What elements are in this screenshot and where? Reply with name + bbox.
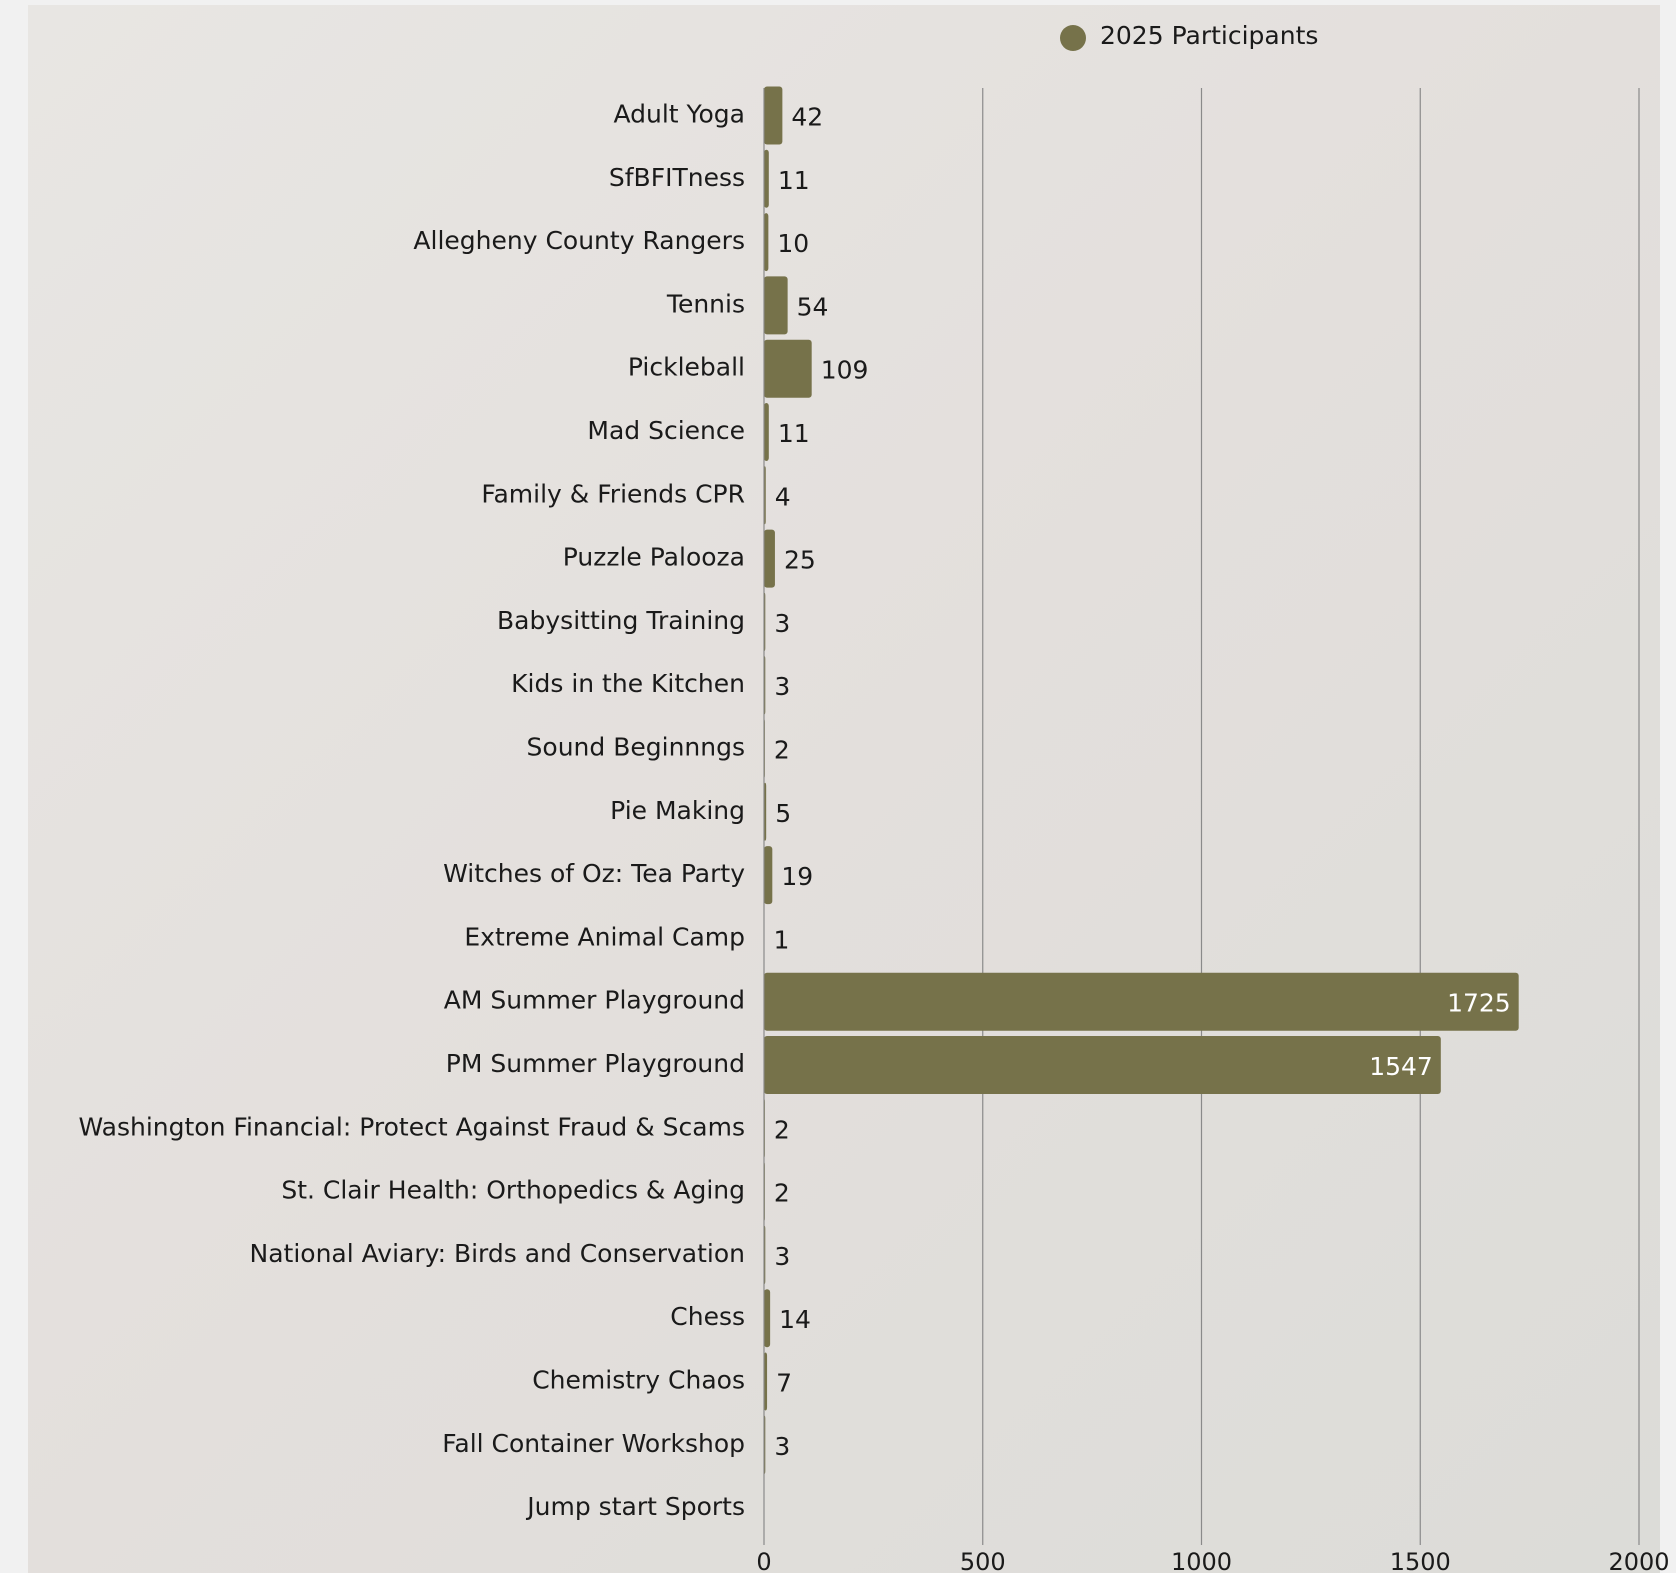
y-tick-label: Pickleball xyxy=(628,353,745,382)
value-label: 4 xyxy=(775,482,791,511)
y-tick-label: Puzzle Palooza xyxy=(563,543,745,572)
y-tick-label: Adult Yoga xyxy=(613,100,745,129)
y-tick-label: Witches of Oz: Tea Party xyxy=(443,859,745,888)
y-tick-label: Fall Container Workshop xyxy=(442,1429,745,1458)
value-label: 11 xyxy=(778,419,810,448)
x-tick-label: 2000 xyxy=(1608,1548,1669,1573)
bar xyxy=(764,213,769,272)
y-tick-label: Pie Making xyxy=(610,796,745,825)
value-label: 10 xyxy=(777,229,809,258)
y-tick-label: Chemistry Chaos xyxy=(532,1366,745,1395)
x-tick-label: 500 xyxy=(960,1548,1006,1573)
bar xyxy=(764,782,767,841)
value-label: 2 xyxy=(774,1179,790,1208)
value-label: 3 xyxy=(774,1242,790,1271)
value-label: 3 xyxy=(774,1432,790,1461)
legend-label: 2025 Participants xyxy=(1100,21,1318,50)
bar xyxy=(764,1352,768,1411)
value-label: 19 xyxy=(781,862,813,891)
value-label: 3 xyxy=(774,609,790,638)
bar xyxy=(764,529,775,588)
value-label: 1 xyxy=(773,925,789,954)
x-tick-label: 1000 xyxy=(1171,1548,1232,1573)
y-tick-label: Babysitting Training xyxy=(497,606,745,635)
y-tick-label: Mad Science xyxy=(587,416,745,445)
bar xyxy=(764,276,788,335)
y-tick-label: Allegheny County Rangers xyxy=(413,226,745,255)
y-tick-label: National Aviary: Birds and Conservation xyxy=(250,1239,745,1268)
y-tick-label: SfBFITness xyxy=(609,163,745,192)
value-label: 1547 xyxy=(1369,1052,1433,1081)
y-tick-label: Chess xyxy=(670,1302,745,1331)
value-label: 25 xyxy=(784,546,816,575)
y-tick-label: Sound Beginnngs xyxy=(527,733,745,762)
bar xyxy=(764,1036,1441,1094)
x-tick-label: 1500 xyxy=(1390,1548,1451,1573)
bar xyxy=(764,1289,771,1348)
y-tick-label: Kids in the Kitchen xyxy=(511,669,745,698)
y-tick-label: Jump start Sports xyxy=(525,1492,745,1521)
y-tick-label: St. Clair Health: Orthopedics & Aging xyxy=(281,1176,745,1205)
value-label: 11 xyxy=(778,166,810,195)
value-label: 42 xyxy=(791,103,823,132)
value-label: 54 xyxy=(797,292,829,321)
bar xyxy=(764,846,773,905)
y-tick-label: Tennis xyxy=(666,289,745,318)
value-label: 2 xyxy=(774,736,790,765)
y-tick-label: Washington Financial: Protect Against Fr… xyxy=(79,1112,745,1141)
y-tick-label: AM Summer Playground xyxy=(444,986,745,1015)
bar xyxy=(764,972,1519,1031)
y-tick-label: Family & Friends CPR xyxy=(481,479,745,508)
bar xyxy=(764,86,783,145)
value-label: 5 xyxy=(775,799,791,828)
legend-marker xyxy=(1060,25,1086,51)
value-label: 109 xyxy=(821,356,869,385)
y-tick-label: Extreme Animal Camp xyxy=(464,922,745,951)
bar xyxy=(764,403,769,461)
value-label: 7 xyxy=(776,1369,792,1398)
y-tick-label: PM Summer Playground xyxy=(446,1049,745,1078)
value-label: 3 xyxy=(774,672,790,701)
value-label: 2 xyxy=(774,1115,790,1144)
bar xyxy=(764,149,769,208)
bar xyxy=(764,339,812,398)
value-label: 14 xyxy=(779,1305,811,1334)
background-panel xyxy=(28,5,1660,1573)
x-tick-label: 0 xyxy=(756,1548,771,1573)
value-label: 1725 xyxy=(1447,989,1511,1018)
